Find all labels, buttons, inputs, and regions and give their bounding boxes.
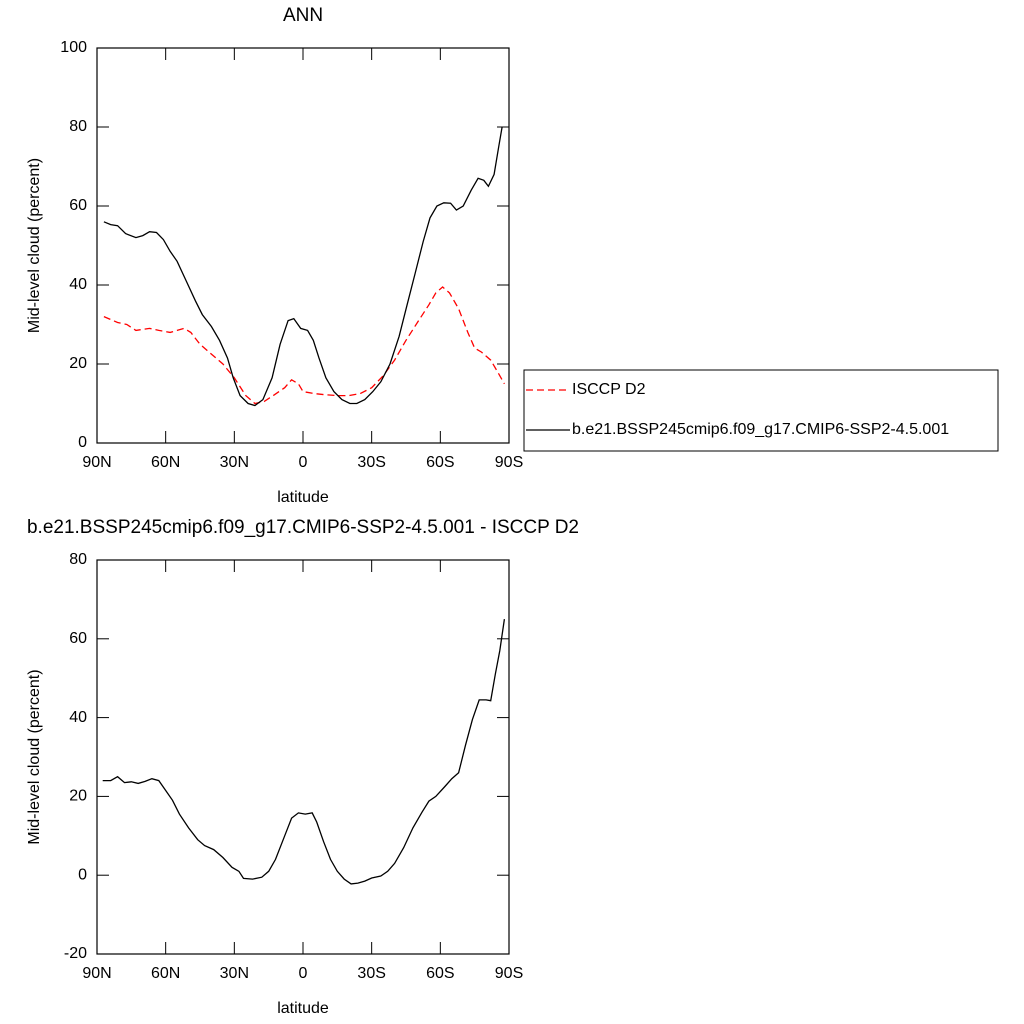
legend-box — [523, 369, 999, 452]
plot-frame — [96, 559, 510, 955]
data-line — [103, 126, 503, 407]
x-tick-label: 60S — [426, 454, 454, 471]
y-tick-label: 20 — [69, 788, 87, 805]
x-tick-label: 0 — [299, 454, 308, 471]
data-line — [103, 286, 505, 405]
chart-title: ANN — [283, 5, 323, 26]
chart-title: b.e21.BSSP245cmip6.f09_g17.CMIP6-SSP2-4.… — [27, 517, 579, 538]
x-tick-label: 90N — [82, 965, 111, 982]
x-tick-label: 60N — [151, 454, 180, 471]
y-tick-label: 60 — [69, 630, 87, 647]
x-tick-label: 90N — [82, 454, 111, 471]
legend-label: b.e21.BSSP245cmip6.f09_g17.CMIP6-SSP2-4.… — [572, 421, 949, 438]
data-line — [102, 619, 506, 885]
y-axis-label: Mid-level cloud (percent) — [26, 158, 43, 333]
x-tick-label: 30N — [220, 965, 249, 982]
x-tick-label: 60S — [426, 965, 454, 982]
legend-label: ISCCP D2 — [572, 381, 646, 398]
y-axis-label: Mid-level cloud (percent) — [26, 669, 43, 844]
x-tick-label: 90S — [495, 965, 523, 982]
x-tick-label: 60N — [151, 965, 180, 982]
y-tick-label: 100 — [60, 39, 87, 56]
y-tick-label: 80 — [69, 551, 87, 568]
x-tick-label: 30N — [220, 454, 249, 471]
y-tick-label: -20 — [64, 945, 87, 962]
y-tick-label: 80 — [69, 118, 87, 135]
x-tick-label: 30S — [357, 454, 385, 471]
y-tick-label: 0 — [78, 434, 87, 451]
plot-frame — [96, 47, 510, 444]
x-tick-label: 90S — [495, 454, 523, 471]
y-tick-label: 20 — [69, 355, 87, 372]
y-tick-label: 0 — [78, 866, 87, 883]
y-tick-label: 40 — [69, 276, 87, 293]
y-tick-label: 60 — [69, 197, 87, 214]
x-tick-label: 0 — [299, 965, 308, 982]
y-tick-label: 40 — [69, 709, 87, 726]
x-axis-label: latitude — [277, 1000, 329, 1017]
x-tick-label: 30S — [357, 965, 385, 982]
x-axis-label: latitude — [277, 489, 329, 506]
